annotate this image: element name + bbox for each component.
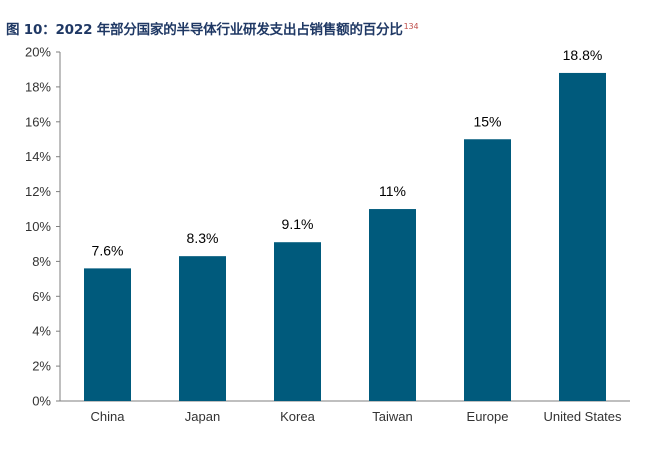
x-tick-label: China bbox=[91, 409, 126, 424]
bar bbox=[369, 209, 416, 401]
chart-title: 图 10：2022 年部分国家的半导体行业研发支出占销售额的百分比134 bbox=[6, 18, 419, 39]
bar bbox=[84, 268, 131, 401]
y-tick-label: 18% bbox=[25, 79, 51, 94]
y-tick-label: 14% bbox=[25, 149, 51, 164]
data-label: 11% bbox=[379, 183, 406, 199]
y-tick-label: 6% bbox=[32, 289, 51, 304]
data-label: 8.3% bbox=[187, 230, 219, 246]
x-tick-label: Japan bbox=[185, 409, 220, 424]
data-label: 18.8% bbox=[563, 47, 603, 63]
data-label: 7.6% bbox=[92, 242, 124, 258]
y-tick-label: 0% bbox=[32, 394, 51, 409]
x-tick-label: Europe bbox=[467, 409, 509, 424]
y-tick-label: 12% bbox=[25, 184, 51, 199]
bar bbox=[559, 72, 606, 401]
data-label: 9.1% bbox=[282, 216, 314, 232]
x-tick-label: United States bbox=[543, 409, 622, 424]
bar bbox=[179, 256, 226, 401]
y-tick-label: 2% bbox=[32, 359, 51, 374]
bar bbox=[274, 242, 321, 401]
y-tick-label: 4% bbox=[32, 324, 51, 339]
footnote-marker: 134 bbox=[403, 21, 419, 31]
x-tick-label: Korea bbox=[280, 409, 315, 424]
chart-title-text: 图 10：2022 年部分国家的半导体行业研发支出占销售额的百分比 bbox=[6, 22, 403, 38]
y-tick-label: 20% bbox=[25, 45, 51, 60]
data-label: 15% bbox=[473, 113, 501, 129]
bar bbox=[464, 139, 511, 401]
x-tick-label: Taiwan bbox=[372, 409, 412, 424]
y-tick-label: 8% bbox=[32, 254, 51, 269]
y-tick-label: 10% bbox=[25, 219, 51, 234]
y-tick-label: 16% bbox=[25, 114, 51, 129]
